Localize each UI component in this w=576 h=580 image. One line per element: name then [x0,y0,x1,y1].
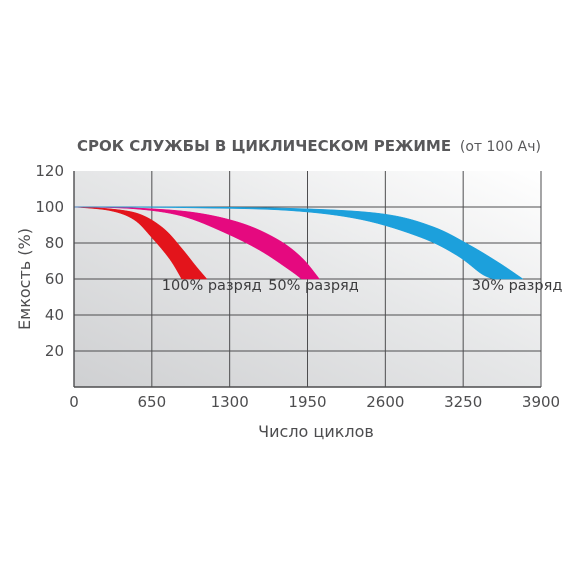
series-label-3: 30% разряд [472,278,563,294]
chart-title-note: (от 100 Ач) [460,139,541,155]
chart-title-main: СРОК СЛУЖБЫ В ЦИКЛИЧЕСКОМ РЕЖИМЕ [77,137,451,155]
series-layer [73,206,524,280]
y-axis-label: Емкость (%) [15,228,34,330]
series-band-2 [73,206,321,280]
chart-title: СРОК СЛУЖБЫ В ЦИКЛИЧЕСКОМ РЕЖИМЕ (от 100… [77,137,541,155]
x-tick-label: 1950 [288,393,326,411]
x-tick-label: 2600 [366,393,404,411]
series-band-3 [73,206,524,280]
series-labels: 100% разряд 50% разряд 30% разряд [162,278,563,294]
series-label-1: 100% разряд [162,278,262,294]
x-tick-label: 0 [69,393,79,411]
y-tick-label: 20 [45,342,64,360]
x-tick-label: 3250 [444,393,482,411]
axes [73,171,541,388]
y-tick-label: 40 [45,306,64,324]
series-label-2: 50% разряд [268,278,359,294]
x-axis-label: Число циклов [258,422,374,441]
x-tick-label: 650 [138,393,167,411]
y-tick-label: 120 [35,162,64,180]
y-tick-label: 100 [35,198,64,216]
y-tick-label: 60 [45,270,64,288]
y-tick-label: 80 [45,234,64,252]
tick-labels: 0 650 1300 1950 2600 3250 3900 20 40 60 80 100 120 [35,162,560,411]
x-tick-label: 3900 [522,393,560,411]
x-tick-label: 1300 [211,393,249,411]
series-band-1 [73,206,208,280]
